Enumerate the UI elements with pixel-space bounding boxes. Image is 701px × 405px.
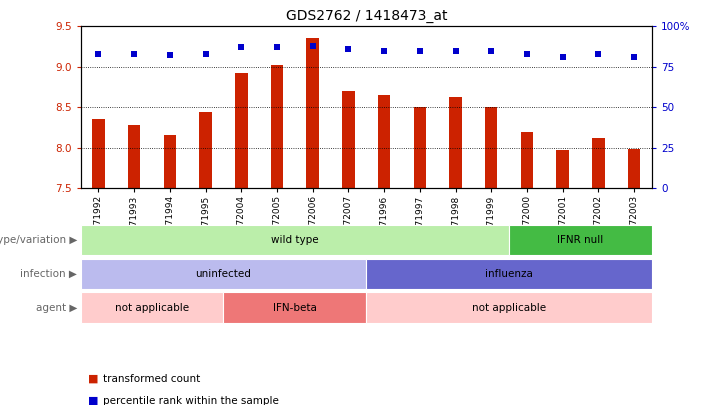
Point bbox=[93, 51, 104, 57]
Text: ■: ■ bbox=[88, 374, 98, 384]
Text: wild type: wild type bbox=[271, 235, 319, 245]
Text: IFNR null: IFNR null bbox=[557, 235, 604, 245]
Point bbox=[343, 46, 354, 52]
Bar bbox=[342, 91, 355, 188]
Point bbox=[414, 47, 426, 54]
Point bbox=[557, 54, 569, 60]
Text: ■: ■ bbox=[88, 396, 98, 405]
Point bbox=[271, 44, 283, 51]
Text: uninfected: uninfected bbox=[196, 269, 252, 279]
Text: transformed count: transformed count bbox=[103, 374, 200, 384]
Point bbox=[307, 43, 318, 49]
Bar bbox=[509, 225, 652, 256]
Point bbox=[486, 47, 497, 54]
Bar bbox=[306, 38, 319, 188]
Bar bbox=[367, 259, 652, 289]
Point bbox=[379, 47, 390, 54]
Point bbox=[522, 51, 533, 57]
Bar bbox=[93, 119, 104, 188]
Point bbox=[236, 44, 247, 51]
Text: IFN-beta: IFN-beta bbox=[273, 303, 317, 313]
Bar bbox=[224, 292, 367, 323]
Point bbox=[450, 47, 461, 54]
Title: GDS2762 / 1418473_at: GDS2762 / 1418473_at bbox=[285, 9, 447, 23]
Text: genotype/variation ▶: genotype/variation ▶ bbox=[0, 235, 77, 245]
Bar bbox=[235, 73, 247, 188]
Point bbox=[200, 51, 211, 57]
Bar bbox=[199, 112, 212, 188]
Text: not applicable: not applicable bbox=[115, 303, 189, 313]
Point bbox=[164, 52, 175, 59]
Bar bbox=[521, 132, 533, 188]
Bar bbox=[81, 259, 367, 289]
Bar bbox=[414, 107, 426, 188]
Bar bbox=[485, 107, 498, 188]
Bar bbox=[449, 97, 462, 188]
Text: influenza: influenza bbox=[485, 269, 533, 279]
Text: agent ▶: agent ▶ bbox=[36, 303, 77, 313]
Point bbox=[593, 51, 604, 57]
Bar bbox=[592, 138, 605, 188]
Text: not applicable: not applicable bbox=[472, 303, 546, 313]
Point bbox=[128, 51, 139, 57]
Point bbox=[629, 54, 640, 60]
Bar bbox=[378, 95, 390, 188]
Bar bbox=[128, 125, 140, 188]
Bar bbox=[271, 65, 283, 188]
Text: infection ▶: infection ▶ bbox=[20, 269, 77, 279]
Bar bbox=[557, 150, 569, 188]
Bar bbox=[81, 292, 224, 323]
Bar bbox=[367, 292, 652, 323]
Bar bbox=[81, 225, 509, 256]
Bar bbox=[163, 135, 176, 188]
Bar bbox=[628, 149, 640, 188]
Text: percentile rank within the sample: percentile rank within the sample bbox=[103, 396, 279, 405]
